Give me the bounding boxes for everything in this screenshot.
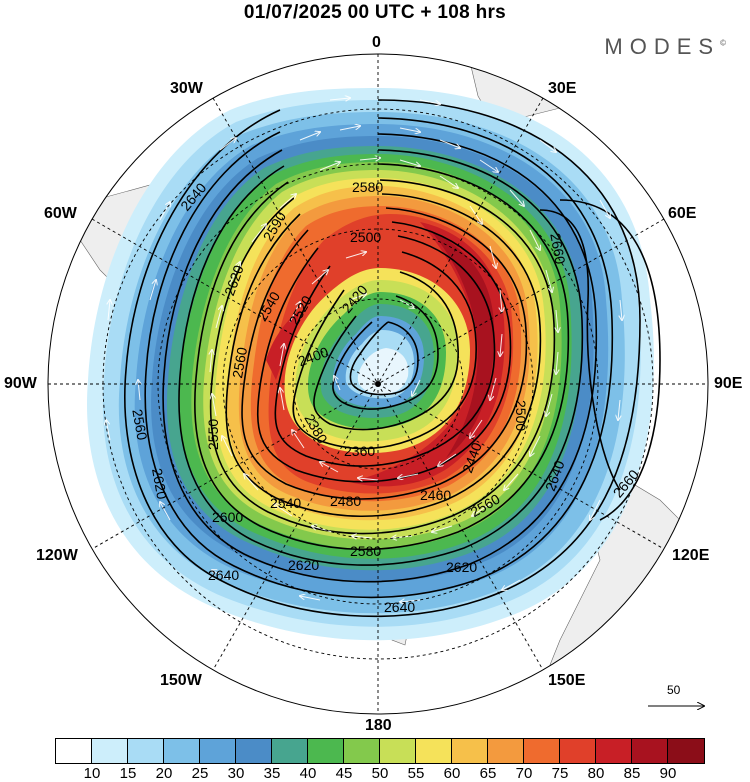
colorbar-swatch xyxy=(308,739,344,763)
colorbar-swatch xyxy=(236,739,272,763)
colorbar-tick-label: 30 xyxy=(227,765,245,782)
contour-label: 2480 xyxy=(330,493,361,509)
colorbar-tick-label: 40 xyxy=(299,765,317,782)
contour-label: 2640 xyxy=(208,567,239,583)
contour-label: 2640 xyxy=(384,599,415,615)
lon-label-120e: 120E xyxy=(672,547,710,564)
contour-label: 2500 xyxy=(350,229,381,245)
colorbar-swatch xyxy=(416,739,452,763)
lon-label-150e: 150E xyxy=(548,672,586,689)
colorbar-tick-label: 20 xyxy=(155,765,173,782)
brand-logo: MODES© xyxy=(604,34,726,60)
height-contours xyxy=(124,99,661,618)
colorbar-tick-label: 60 xyxy=(443,765,461,782)
lon-label-180: 180 xyxy=(365,717,392,734)
colorbar-tick-label: 80 xyxy=(587,765,605,782)
lon-label-30w: 30W xyxy=(170,80,203,97)
colorbar-swatch xyxy=(560,739,596,763)
colorbar-tick-label: 45 xyxy=(335,765,353,782)
contour-label: 2550 xyxy=(205,419,221,450)
colorbar-tick-label: 10 xyxy=(83,765,101,782)
colorbar-swatch xyxy=(200,739,236,763)
lon-label-60e: 60E xyxy=(668,205,697,222)
pole-marker xyxy=(375,381,381,387)
contour-label: 2560 xyxy=(229,346,250,380)
brand-name: MODES xyxy=(604,34,721,59)
contour-label: 2580 xyxy=(350,543,381,559)
lon-label-90w: 90W xyxy=(4,375,37,392)
colorbar-tick-label: 25 xyxy=(191,765,209,782)
contour-label: 2620 xyxy=(288,557,319,573)
lon-label-150w: 150W xyxy=(160,672,202,689)
colorbar-swatch xyxy=(380,739,416,763)
colorbar-swatch xyxy=(344,739,380,763)
brand-mark: © xyxy=(720,38,726,48)
colorbar-swatch xyxy=(524,739,560,763)
colorbar-tick-label: 75 xyxy=(551,765,569,782)
wind-reference-label: 50 xyxy=(667,683,681,697)
wind-speed-field xyxy=(48,54,708,714)
colorbar-tick-label: 50 xyxy=(371,765,389,782)
contour-labels: 2580 2500 2420 2400 2380 2360 2440 2480 … xyxy=(129,179,642,615)
lon-label-30e: 30E xyxy=(548,80,577,97)
contour-label: 2580 xyxy=(352,179,383,195)
contour-label: 2500 xyxy=(513,400,529,431)
colorbar-swatch xyxy=(452,739,488,763)
colorbar xyxy=(55,738,705,764)
map-title: 01/07/2025 00 UTC + 108 hrs xyxy=(243,2,507,23)
contour-label: 2620 xyxy=(149,467,170,501)
colorbar-swatch xyxy=(128,739,164,763)
lon-label-60w: 60W xyxy=(44,205,77,222)
colorbar-swatch xyxy=(632,739,668,763)
contour-label: 2600 xyxy=(212,509,243,525)
contour-label: 2560 xyxy=(129,408,150,442)
contour-label: 2460 xyxy=(420,487,451,503)
colorbar-swatch xyxy=(668,739,704,763)
colorbar-tick-label: 15 xyxy=(119,765,137,782)
colorbar-tick-label: 35 xyxy=(263,765,281,782)
colorbar-tick-label: 55 xyxy=(407,765,425,782)
colorbar-swatch xyxy=(272,739,308,763)
colorbar-tick-label: 90 xyxy=(659,765,677,782)
lon-label-90e: 90E xyxy=(714,375,743,392)
colorbar-tick-label: 85 xyxy=(623,765,641,782)
colorbar-swatch xyxy=(488,739,524,763)
contour-label: 2360 xyxy=(344,443,375,459)
lon-label-0: 0 xyxy=(372,34,381,51)
contour-label: 2660 xyxy=(547,232,568,266)
colorbar-tick-label: 65 xyxy=(479,765,497,782)
wind-vectors xyxy=(106,98,690,602)
colorbar-swatch xyxy=(596,739,632,763)
colorbar-swatch xyxy=(164,739,200,763)
lon-label-120w: 120W xyxy=(36,547,78,564)
colorbar-tick-label: 70 xyxy=(515,765,533,782)
contour-label: 2540 xyxy=(270,495,301,511)
contour-label: 2620 xyxy=(446,559,477,575)
colorbar-swatch xyxy=(56,739,92,763)
colorbar-swatch xyxy=(92,739,128,763)
